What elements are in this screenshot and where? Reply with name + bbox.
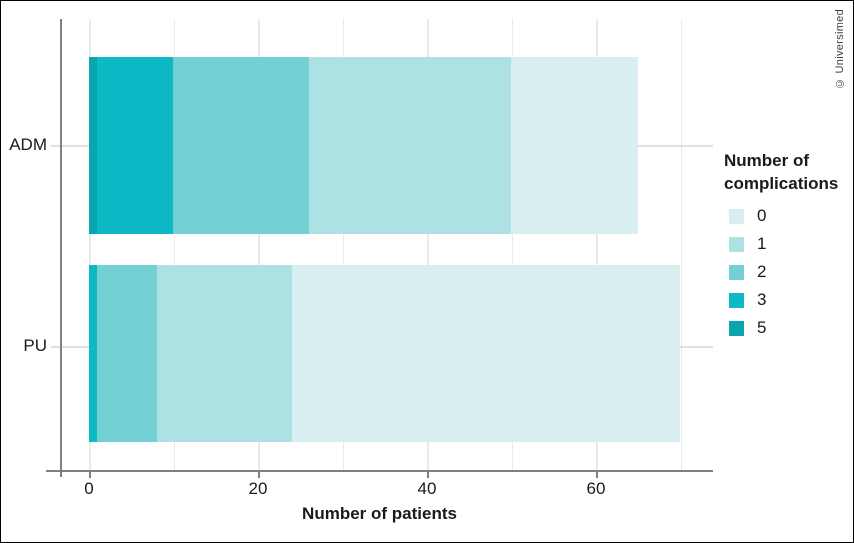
legend-item-0: 0: [724, 202, 849, 230]
legend-label: 2: [757, 262, 767, 281]
x-gridline: [427, 19, 429, 470]
bar-segment-complications-1: [156, 265, 292, 442]
stacked-bar: [89, 265, 681, 442]
legend: Number of complications 0 1 2 3 5: [724, 149, 849, 342]
bar-segment-complications-2: [173, 57, 309, 234]
legend-label: 3: [757, 290, 767, 309]
bar-segment-complications-0: [511, 57, 639, 234]
legend-label: 1: [757, 234, 767, 253]
legend-item-5: 5: [724, 314, 849, 342]
x-gridline: [511, 19, 513, 470]
x-axis-tick: [89, 470, 91, 478]
y-axis-line: [60, 19, 62, 477]
x-axis-tick-label: 60: [586, 479, 606, 498]
legend-swatch-icon: [729, 320, 744, 336]
legend-title: Number of complications: [724, 149, 849, 195]
x-gridline: [173, 19, 175, 470]
x-gridline: [89, 19, 91, 470]
copyright-text: © Universimed: [834, 9, 846, 90]
bar-segment-complications-3: [89, 265, 98, 442]
legend-label: 5: [757, 318, 767, 337]
legend-label: 0: [757, 206, 767, 225]
legend-swatch-icon: [729, 292, 744, 308]
bar-segment-complications-2: [97, 265, 157, 442]
legend-title-line2: complications: [724, 174, 839, 193]
bar-segment-complications-0: [291, 265, 681, 442]
y-category-label: PU: [23, 336, 47, 355]
legend-swatch-icon: [729, 208, 744, 224]
bar-segment-complications-3: [97, 57, 174, 234]
x-axis-title: Number of patients: [302, 504, 457, 523]
stacked-bar: [89, 57, 639, 234]
x-axis-line: [46, 470, 713, 472]
legend-item-3: 3: [724, 286, 849, 314]
legend-item-2: 2: [724, 258, 849, 286]
x-gridline: [342, 19, 344, 470]
x-axis-tick: [258, 470, 260, 478]
x-gridline: [596, 19, 598, 470]
legend-item-1: 1: [724, 230, 849, 258]
x-axis-tick-label: 0: [84, 479, 94, 498]
bar-segment-complications-1: [308, 57, 512, 234]
x-axis-tick-label: 20: [248, 479, 268, 498]
x-gridline: [258, 19, 260, 470]
legend-swatch-icon: [729, 236, 744, 252]
y-category-label: ADM: [9, 135, 47, 154]
legend-title-line1: Number of: [724, 151, 809, 170]
x-gridline: [680, 19, 682, 470]
legend-swatch-icon: [729, 264, 744, 280]
x-axis-tick: [596, 470, 598, 478]
x-axis-tick-label: 40: [417, 479, 437, 498]
legend-items: 0 1 2 3 5: [724, 202, 849, 342]
x-axis-tick: [427, 470, 429, 478]
bar-segment-complications-5: [89, 57, 98, 234]
